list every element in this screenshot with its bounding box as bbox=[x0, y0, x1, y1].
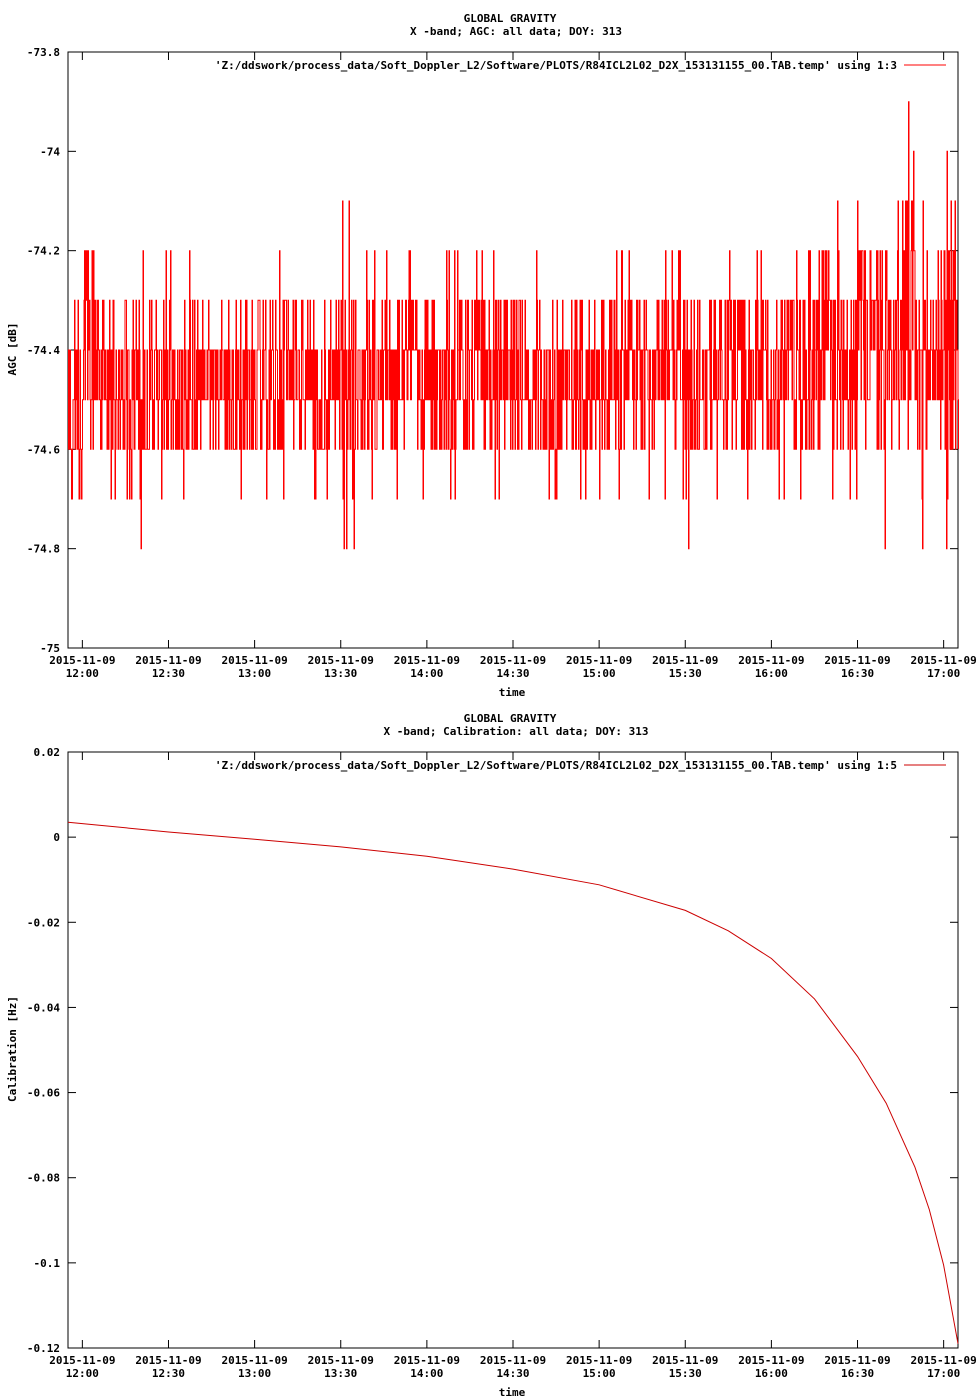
agc-plot-area: -73.8-74-74.2-74.4-74.6-74.8-752015-11-0… bbox=[27, 46, 977, 680]
agc-x-tick-date: 2015-11-09 bbox=[652, 654, 718, 667]
agc-x-tick-date: 2015-11-09 bbox=[480, 654, 546, 667]
agc-x-tick-date: 2015-11-09 bbox=[911, 654, 977, 667]
calibration-x-tick-time: 12:30 bbox=[152, 1367, 185, 1380]
agc-y-axis-label: AGC [dB] bbox=[6, 323, 19, 376]
agc-y-tick-label: -74.2 bbox=[27, 245, 60, 258]
calibration-x-tick-time: 17:00 bbox=[927, 1367, 960, 1380]
calibration-y-tick-label: -0.06 bbox=[27, 1087, 60, 1100]
calibration-x-tick-time: 15:00 bbox=[583, 1367, 616, 1380]
agc-x-tick-date: 2015-11-09 bbox=[308, 654, 374, 667]
calibration-x-tick-time: 16:00 bbox=[755, 1367, 788, 1380]
agc-y-tick-label: -74.6 bbox=[27, 443, 60, 456]
agc-y-tick-label: -73.8 bbox=[27, 46, 60, 59]
calibration-x-axis-label: time bbox=[499, 1386, 526, 1399]
agc-x-tick-time: 16:30 bbox=[841, 667, 874, 680]
agc-chart-title: GLOBAL GRAVITY bbox=[464, 12, 557, 25]
calibration-y-tick-label: 0 bbox=[53, 831, 60, 844]
agc-x-tick-time: 13:00 bbox=[238, 667, 271, 680]
agc-x-tick-date: 2015-11-09 bbox=[738, 654, 804, 667]
agc-x-axis-label: time bbox=[499, 686, 526, 699]
agc-x-tick-date: 2015-11-09 bbox=[394, 654, 460, 667]
calibration-x-tick-date: 2015-11-09 bbox=[652, 1354, 718, 1367]
agc-x-tick-time: 14:00 bbox=[410, 667, 443, 680]
calibration-x-tick-time: 14:00 bbox=[410, 1367, 443, 1380]
calibration-chart-title: GLOBAL GRAVITY bbox=[464, 712, 557, 725]
agc-x-tick-time: 13:30 bbox=[324, 667, 357, 680]
calibration-x-tick-date: 2015-11-09 bbox=[480, 1354, 546, 1367]
agc-x-tick-date: 2015-11-09 bbox=[566, 654, 632, 667]
calibration-x-tick-time: 15:30 bbox=[669, 1367, 702, 1380]
calibration-x-tick-time: 13:00 bbox=[238, 1367, 271, 1380]
agc-y-tick-label: -74.4 bbox=[27, 344, 60, 357]
agc-x-tick-time: 12:00 bbox=[66, 667, 99, 680]
agc-legend-label: 'Z:/ddswork/process_data/Soft_Doppler_L2… bbox=[215, 59, 897, 72]
calibration-plot-frame bbox=[67, 751, 959, 1349]
calibration-y-tick-label: -0.04 bbox=[27, 1001, 60, 1014]
agc-x-tick-time: 14:30 bbox=[496, 667, 529, 680]
agc-x-tick-date: 2015-11-09 bbox=[49, 654, 115, 667]
calibration-y-axis-label: Calibration [Hz] bbox=[6, 996, 19, 1102]
agc-x-tick-time: 15:30 bbox=[669, 667, 702, 680]
calibration-x-tick-date: 2015-11-09 bbox=[824, 1354, 890, 1367]
calibration-panel: GLOBAL GRAVITY X -band; Calibration: all… bbox=[6, 712, 977, 1399]
calibration-plot-area: 0.020-0.02-0.04-0.06-0.08-0.1-0.122015-1… bbox=[27, 746, 977, 1380]
agc-panel: GLOBAL GRAVITY X -band; AGC: all data; D… bbox=[6, 12, 977, 699]
agc-x-tick-time: 15:00 bbox=[583, 667, 616, 680]
calibration-y-tick-label: -0.02 bbox=[27, 916, 60, 929]
agc-x-tick-date: 2015-11-09 bbox=[135, 654, 201, 667]
agc-x-tick-date: 2015-11-09 bbox=[824, 654, 890, 667]
calibration-y-tick-label: -0.12 bbox=[27, 1342, 60, 1355]
agc-x-tick-time: 17:00 bbox=[927, 667, 960, 680]
calibration-x-tick-date: 2015-11-09 bbox=[738, 1354, 804, 1367]
calibration-x-tick-time: 14:30 bbox=[496, 1367, 529, 1380]
calibration-x-tick-time: 16:30 bbox=[841, 1367, 874, 1380]
calibration-x-tick-date: 2015-11-09 bbox=[308, 1354, 374, 1367]
calibration-x-tick-date: 2015-11-09 bbox=[911, 1354, 977, 1367]
calibration-x-tick-date: 2015-11-09 bbox=[566, 1354, 632, 1367]
calibration-y-tick-label: -0.08 bbox=[27, 1172, 60, 1185]
calibration-legend-label: 'Z:/ddswork/process_data/Soft_Doppler_L2… bbox=[215, 759, 897, 772]
calibration-x-tick-time: 12:00 bbox=[66, 1367, 99, 1380]
agc-x-tick-date: 2015-11-09 bbox=[221, 654, 287, 667]
calibration-x-tick-date: 2015-11-09 bbox=[135, 1354, 201, 1367]
calibration-x-tick-time: 13:30 bbox=[324, 1367, 357, 1380]
calibration-chart-subtitle: X -band; Calibration: all data; DOY: 313 bbox=[384, 725, 649, 738]
calibration-series-line bbox=[67, 821, 959, 1344]
calibration-x-tick-date: 2015-11-09 bbox=[394, 1354, 460, 1367]
calibration-x-tick-date: 2015-11-09 bbox=[49, 1354, 115, 1367]
calibration-y-tick-label: -0.1 bbox=[34, 1257, 61, 1270]
agc-x-tick-time: 16:00 bbox=[755, 667, 788, 680]
agc-y-tick-label: -75 bbox=[40, 642, 60, 655]
calibration-x-tick-date: 2015-11-09 bbox=[221, 1354, 287, 1367]
agc-y-tick-label: -74 bbox=[40, 145, 60, 158]
calibration-y-tick-label: 0.02 bbox=[34, 746, 61, 759]
agc-x-tick-time: 12:30 bbox=[152, 667, 185, 680]
agc-chart-subtitle: X -band; AGC: all data; DOY: 313 bbox=[410, 25, 622, 38]
agc-series-line bbox=[68, 101, 959, 550]
agc-y-tick-label: -74.8 bbox=[27, 543, 60, 556]
